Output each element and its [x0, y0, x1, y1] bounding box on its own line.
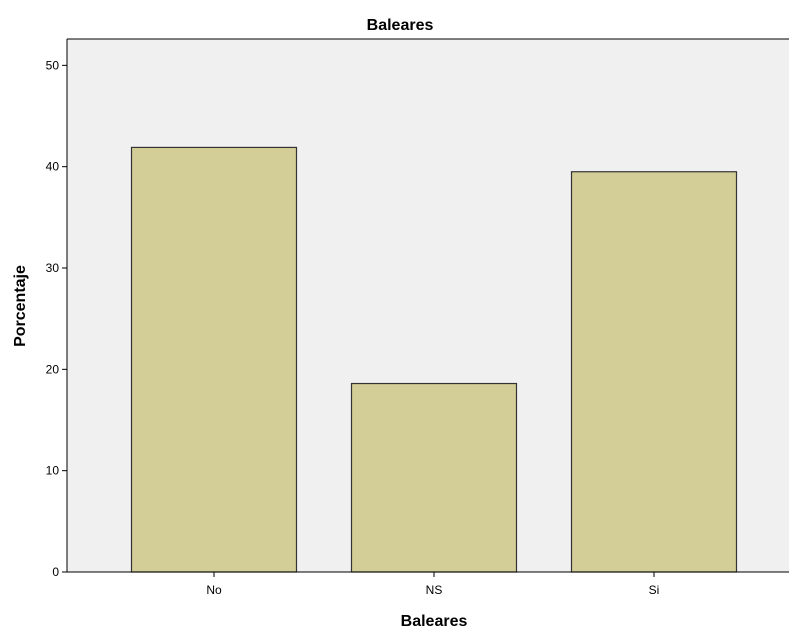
x-tick-label: Si [649, 583, 660, 597]
x-tick-label: NS [426, 583, 443, 597]
x-tick-label: No [206, 583, 222, 597]
x-ticks-group: No NS Si [206, 572, 659, 597]
bar-si [570, 171, 738, 573]
chart-title: Baleares [367, 17, 434, 34]
y-tick-label: 30 [46, 261, 60, 275]
bars-group [130, 146, 738, 573]
bar-no [130, 146, 298, 573]
y-tick-label: 40 [46, 160, 60, 174]
y-ticks-group: 0 10 20 30 40 50 [46, 58, 67, 579]
x-axis-label: Baleares [401, 613, 468, 630]
bar-ns [350, 382, 518, 573]
y-tick-label: 10 [46, 464, 60, 478]
y-tick-label: 0 [52, 565, 59, 579]
y-tick-label: 50 [46, 58, 60, 72]
y-axis-label: Porcentaje [12, 265, 29, 347]
y-tick-label: 20 [46, 362, 60, 376]
